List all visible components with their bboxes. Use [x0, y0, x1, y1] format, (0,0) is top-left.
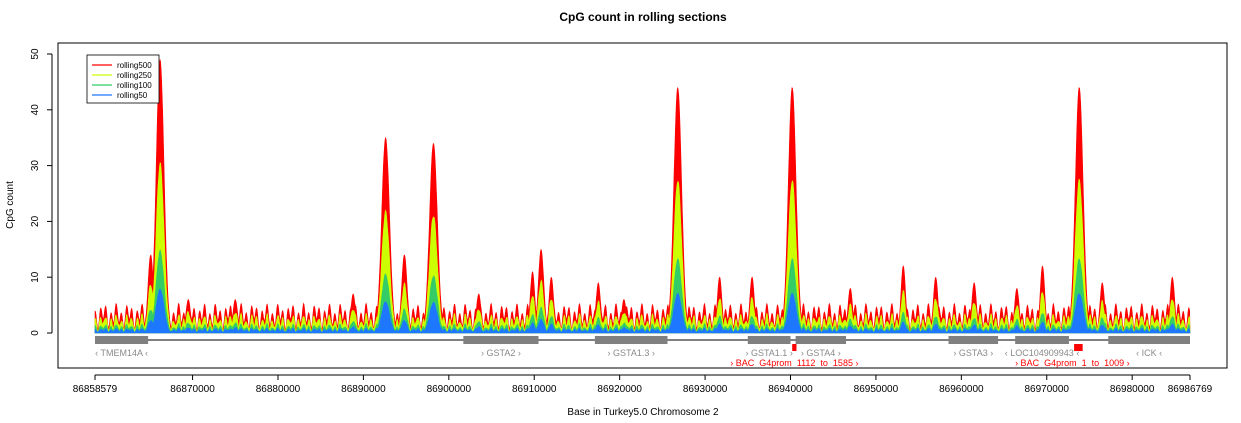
x-tick-label: 86950000: [854, 384, 899, 395]
gene-block: [948, 336, 999, 344]
x-tick-label: 86940000: [768, 384, 813, 395]
y-tick-label: 50: [30, 48, 41, 60]
series-rolling50: [94, 288, 1191, 334]
feature-block: [792, 344, 797, 351]
chart-title: CpG count in rolling sections: [559, 10, 727, 24]
plot-area: ‹ TMEM14A ‹ › GSTA2 › › GSTA1.3 › › GSTA1.1…: [94, 59, 1191, 368]
x-tick-label: 86980000: [1110, 384, 1155, 395]
x-tick-label: 86890000: [341, 384, 386, 395]
x-axis-label: Base in Turkey5.0 Chromosome 2: [567, 407, 719, 418]
y-tick-label: 0: [30, 330, 41, 336]
gene-block: [95, 336, 149, 344]
gene-label: › GSTA2 ›: [481, 348, 521, 358]
legend-label-rolling100: rolling100: [117, 81, 152, 90]
x-tick-label: 86858579: [73, 384, 118, 395]
gene-block: [795, 336, 847, 344]
legend-label-rolling250: rolling250: [117, 71, 152, 80]
y-tick-label: 10: [30, 271, 41, 283]
x-tick-label: 86900000: [427, 384, 472, 395]
x-axis: 86858579 86870000 86880000 86890000 86900000…: [73, 374, 1213, 395]
y-axis-label: CpG count: [5, 181, 16, 229]
y-tick-label: 40: [30, 104, 41, 116]
x-tick-label: 86970000: [1025, 384, 1070, 395]
gene-label: › GSTA4 ›: [801, 348, 841, 358]
gene-label: › GSTA3 ›: [953, 348, 993, 358]
legend-label-rolling500: rolling500: [117, 61, 152, 70]
y-tick-label: 20: [30, 215, 41, 227]
gene-block: [747, 336, 791, 344]
x-tick-label: 86960000: [939, 384, 984, 395]
feature-label: › BAC_G4prom_1112_to_1585 ›: [730, 358, 858, 368]
x-tick-label: 86870000: [170, 384, 215, 395]
series-rolling500: [94, 59, 1191, 334]
gene-label: ‹ ICK ‹: [1136, 348, 1162, 358]
feature-label: › BAC_G4prom_1_to_1009 ›: [1015, 358, 1130, 368]
feature-block: [1074, 344, 1083, 351]
legend-label-rolling50: rolling50: [117, 91, 148, 100]
x-tick-label: 86920000: [597, 384, 642, 395]
gene-block: [1015, 336, 1069, 344]
gene-block: [463, 336, 539, 344]
gene-label: ‹ TMEM14A ‹: [95, 348, 148, 358]
plot-frame: [57, 42, 1228, 369]
x-tick-label: 86930000: [683, 384, 728, 395]
y-tick-label: 30: [30, 160, 41, 172]
x-tick-label: 86910000: [512, 384, 557, 395]
x-tick-label: 86880000: [256, 384, 301, 395]
x-tick-label: 86986769: [1168, 384, 1213, 395]
gene-label: › GSTA1.3 ›: [608, 348, 655, 358]
gene-block: [1108, 336, 1190, 344]
gene-block: [594, 336, 668, 344]
gene-label: › GSTA1.1 ›: [745, 348, 792, 358]
gene-label: ‹ LOC104909943 ‹: [1005, 348, 1080, 358]
y-axis: 0 10 20 30 40 50: [30, 48, 53, 336]
